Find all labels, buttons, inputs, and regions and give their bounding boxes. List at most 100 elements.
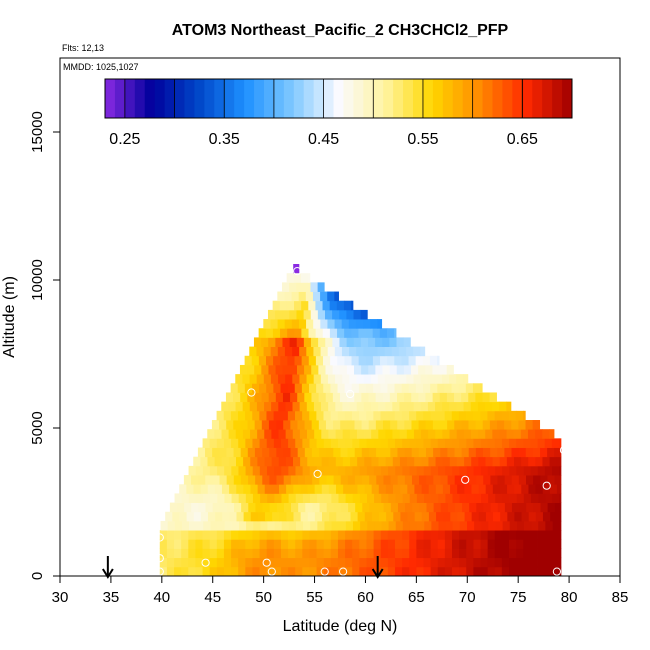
- heat-cell: [492, 484, 501, 494]
- heat-cell: [318, 364, 326, 375]
- heat-cell: [242, 429, 251, 439]
- heat-cell: [544, 530, 553, 540]
- heat-cell: [364, 484, 373, 494]
- heat-cell: [442, 401, 450, 412]
- heat-cell: [224, 493, 232, 503]
- heat-cell: [518, 475, 527, 485]
- heat-cell: [449, 374, 457, 384]
- heat-cell: [406, 401, 415, 412]
- heat-cell: [468, 447, 477, 458]
- heat-cell: [344, 410, 353, 421]
- heat-cell: [276, 447, 284, 458]
- heat-cell: [202, 465, 211, 476]
- heat-cell: [334, 291, 339, 302]
- heat-cell: [301, 383, 310, 393]
- heat-cell: [437, 438, 446, 448]
- heat-cell: [160, 520, 169, 531]
- heat-cell: [422, 355, 431, 366]
- heat-cell: [209, 438, 218, 448]
- y-axis: 0 5000 10000 15000: [29, 111, 60, 580]
- heat-cell: [452, 493, 461, 503]
- heat-cell: [370, 319, 378, 329]
- heat-cell: [535, 456, 543, 467]
- heat-cell: [464, 456, 472, 467]
- heat-cell: [337, 557, 346, 568]
- heat-cell: [538, 493, 546, 503]
- heat-cell: [352, 438, 360, 448]
- heat-cell: [327, 319, 335, 329]
- heat-cell: [283, 420, 291, 430]
- heat-cell: [235, 429, 244, 439]
- heat-cell: [547, 502, 556, 513]
- heat-cell: [516, 557, 524, 568]
- heat-cell: [408, 355, 417, 366]
- heat-cell: [290, 392, 298, 403]
- heat-cell: [394, 530, 403, 540]
- heat-cell: [290, 420, 298, 430]
- heat-cell: [416, 557, 424, 568]
- heat-cell: [209, 557, 218, 568]
- heat-cell: [459, 539, 467, 549]
- heat-cell: [440, 502, 449, 513]
- heat-cell: [437, 557, 446, 568]
- heat-cell: [340, 420, 348, 430]
- heat-cell: [513, 456, 522, 467]
- heat-cell: [265, 328, 274, 338]
- heat-cell: [207, 484, 216, 494]
- heat-cell: [504, 447, 512, 458]
- heat-cell: [289, 309, 297, 320]
- down-arrow: [371, 556, 384, 579]
- heat-cell: [329, 511, 337, 522]
- heat-cell: [291, 502, 299, 513]
- heat-cell: [181, 566, 189, 577]
- heat-cell: [271, 429, 279, 439]
- heat-cell: [373, 465, 382, 476]
- colorbar-swatch: [492, 79, 503, 118]
- heat-cell: [261, 392, 270, 403]
- heat-cell: [475, 447, 484, 458]
- heat-cell: [316, 465, 325, 476]
- heat-cell: [221, 429, 230, 439]
- heat-cell: [223, 530, 232, 540]
- heat-cell: [537, 548, 546, 559]
- colorbar-swatch: [542, 79, 553, 118]
- heat-cell: [537, 539, 546, 549]
- heat-cell: [275, 392, 284, 403]
- heat-cell: [502, 520, 511, 531]
- heat-cell: [395, 438, 403, 448]
- heat-cell: [236, 484, 244, 494]
- heat-cell: [302, 493, 311, 503]
- heat-cell: [248, 502, 256, 513]
- heat-cell: [266, 539, 275, 549]
- heat-cell: [229, 511, 237, 522]
- heat-cell: [362, 502, 370, 513]
- heat-cell: [303, 337, 312, 347]
- heat-cell: [266, 383, 274, 393]
- heat-cell: [280, 566, 289, 577]
- heat-cell: [463, 429, 472, 439]
- heat-cell: [461, 420, 469, 430]
- heat-cell: [216, 566, 225, 577]
- heat-cell: [467, 520, 475, 531]
- heat-cell: [342, 401, 350, 412]
- heat-cell: [288, 539, 296, 549]
- heat-cell: [525, 447, 534, 458]
- heat-cell: [294, 410, 303, 421]
- heat-cell: [352, 557, 360, 568]
- y-tick-label: 10000: [29, 259, 46, 301]
- heat-cell: [397, 475, 406, 485]
- heat-cell: [414, 511, 423, 522]
- heat-cell: [309, 539, 317, 549]
- heat-cell: [527, 429, 536, 439]
- heat-cell: [531, 520, 539, 531]
- heat-cell: [468, 475, 477, 485]
- heat-cell: [317, 282, 325, 292]
- heat-cell: [181, 557, 189, 568]
- heat-cell: [269, 447, 277, 458]
- heat-cell: [378, 456, 387, 467]
- heat-cell: [337, 410, 346, 421]
- heat-cell: [223, 410, 232, 421]
- heat-cell: [366, 438, 375, 448]
- heat-cell: [462, 502, 470, 513]
- heat-cell: [461, 392, 469, 403]
